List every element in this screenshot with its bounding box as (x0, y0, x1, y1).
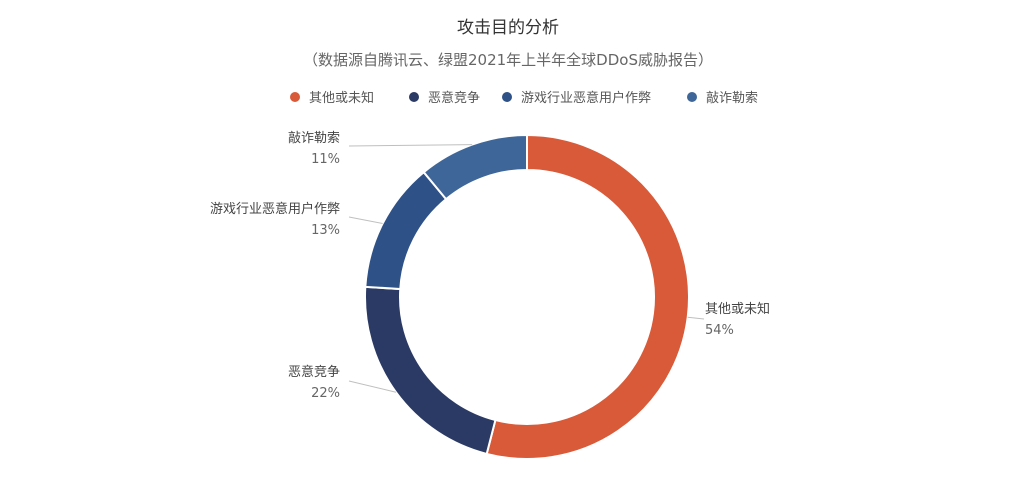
slice-percent-1: 54% (705, 323, 734, 338)
leader-line-2 (348, 380, 397, 393)
legend-marker-1 (290, 92, 300, 102)
slice-percent-4: 11% (311, 152, 340, 167)
slice-labels: 其他或未知 54% 恶意竞争 22% 游戏行业恶意用户作弊 13% 敲诈勒索 11% (210, 130, 770, 401)
chart-legend: 其他或未知 恶意竞争 游戏行业恶意用户作弊 敲诈勒索 (290, 90, 758, 106)
chart-subtitle: （数据源自腾讯云、绿盟2021年上半年全球DDoS威胁报告） (303, 51, 713, 69)
leader-line-4 (348, 144, 473, 147)
slice-label-1: 其他或未知 (705, 301, 770, 317)
donut-slices (364, 133, 690, 460)
donut-slice-3 (364, 170, 448, 291)
slice-label-4: 敲诈勒索 (288, 130, 340, 146)
legend-label-1: 其他或未知 (309, 90, 374, 106)
legend-marker-3 (502, 92, 512, 102)
slice-percent-3: 13% (311, 223, 340, 238)
chart-title: 攻击目的分析 (457, 18, 559, 38)
slice-label-3: 游戏行业恶意用户作弊 (210, 201, 340, 217)
donut-slice-1 (485, 133, 690, 460)
legend-label-3: 游戏行业恶意用户作弊 (521, 90, 651, 106)
legend-marker-2 (409, 92, 419, 102)
donut-slice-4 (422, 133, 528, 201)
leader-line-3 (348, 216, 383, 224)
slice-label-2: 恶意竞争 (288, 364, 340, 380)
donut-slice-2 (364, 285, 497, 456)
legend-label-2: 恶意竞争 (428, 90, 480, 106)
leader-line-1 (687, 316, 705, 320)
legend-marker-4 (687, 92, 697, 102)
legend-label-4: 敲诈勒索 (706, 90, 758, 106)
slice-percent-2: 22% (311, 386, 340, 401)
